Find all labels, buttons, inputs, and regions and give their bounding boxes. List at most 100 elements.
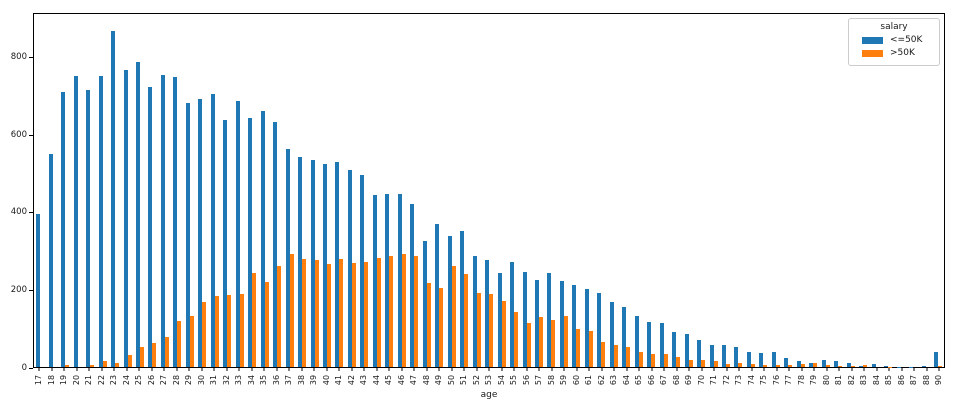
x-tick-label-58: 58 bbox=[546, 374, 556, 386]
bar-le50k-age-22 bbox=[98, 75, 103, 367]
x-tick-mark bbox=[838, 368, 840, 371]
x-tick-label-65: 65 bbox=[634, 374, 644, 386]
x-tick-mark bbox=[901, 368, 903, 371]
x-tick-mark bbox=[788, 368, 790, 371]
bar-group-age-60 bbox=[570, 14, 582, 367]
x-tick-cell-44: 44 bbox=[371, 368, 384, 396]
bar-group-age-38 bbox=[296, 14, 308, 367]
x-tick-cell-49: 49 bbox=[433, 368, 446, 396]
bar-gt50k-age-21 bbox=[90, 365, 95, 367]
x-tick-label-38: 38 bbox=[296, 374, 306, 386]
x-tick-cell-24: 24 bbox=[121, 368, 134, 396]
x-tick-label-32: 32 bbox=[221, 374, 231, 386]
bar-group-age-72 bbox=[720, 14, 732, 367]
x-tick-label-78: 78 bbox=[796, 374, 806, 386]
bar-group-age-23 bbox=[109, 14, 121, 367]
x-tick-label-74: 74 bbox=[746, 374, 756, 386]
x-tick-cell-77: 77 bbox=[783, 368, 796, 396]
x-tick-cell-33: 33 bbox=[233, 368, 246, 396]
x-tick-cell-59: 59 bbox=[558, 368, 571, 396]
x-tick-mark bbox=[363, 368, 365, 371]
y-tick-label-0: 0 bbox=[21, 363, 27, 373]
bar-group-age-76 bbox=[770, 14, 782, 367]
x-tick-mark bbox=[688, 368, 690, 371]
x-tick-cell-56: 56 bbox=[521, 368, 534, 396]
bar-le50k-age-82 bbox=[846, 363, 851, 367]
x-tick-mark bbox=[76, 368, 78, 371]
bar-gt50k-age-60 bbox=[576, 328, 581, 367]
x-tick-mark bbox=[138, 368, 140, 371]
bar-group-age-32 bbox=[221, 14, 233, 367]
x-tick-label-24: 24 bbox=[121, 374, 131, 386]
bar-gt50k-age-19 bbox=[65, 365, 70, 367]
y-tick-label-400: 400 bbox=[10, 207, 27, 218]
x-tick-label-86: 86 bbox=[896, 374, 906, 386]
x-tick-cell-29: 29 bbox=[183, 368, 196, 396]
x-tick-mark bbox=[176, 368, 178, 371]
x-tick-cell-41: 41 bbox=[333, 368, 346, 396]
x-tick-label-35: 35 bbox=[259, 374, 269, 386]
bar-group-age-75 bbox=[757, 14, 769, 367]
bar-le50k-age-81 bbox=[834, 361, 839, 367]
bar-group-age-87 bbox=[907, 14, 919, 367]
x-tick-label-36: 36 bbox=[271, 374, 281, 386]
x-tick-label-30: 30 bbox=[196, 374, 206, 386]
bar-le50k-age-19 bbox=[61, 91, 66, 367]
x-tick-cell-84: 84 bbox=[871, 368, 884, 396]
y-tick-mark bbox=[29, 56, 33, 58]
x-tick-mark bbox=[938, 368, 940, 371]
bar-group-age-36 bbox=[271, 14, 283, 367]
x-tick-cell-64: 64 bbox=[621, 368, 634, 396]
x-tick-label-40: 40 bbox=[321, 374, 331, 386]
bar-le50k-age-63 bbox=[609, 302, 614, 367]
x-tick-label-55: 55 bbox=[509, 374, 519, 386]
bar-gt50k-age-23 bbox=[115, 362, 120, 367]
bar-le50k-age-61 bbox=[584, 288, 589, 367]
x-tick-cell-22: 22 bbox=[96, 368, 109, 396]
bar-group-age-74 bbox=[745, 14, 757, 367]
bar-group-age-82 bbox=[844, 14, 856, 367]
x-tick-mark bbox=[676, 368, 678, 371]
x-tick-mark bbox=[876, 368, 878, 371]
x-tick-mark bbox=[376, 368, 378, 371]
bar-group-age-51 bbox=[458, 14, 470, 367]
bar-le50k-age-18 bbox=[48, 154, 53, 367]
x-tick-cell-18: 18 bbox=[46, 368, 59, 396]
legend-swatch-gt50k bbox=[862, 49, 883, 57]
x-tick-mark bbox=[213, 368, 215, 371]
bar-group-age-79 bbox=[807, 14, 819, 367]
x-tick-mark bbox=[326, 368, 328, 371]
x-tick-label-57: 57 bbox=[534, 374, 544, 386]
x-tick-mark bbox=[201, 368, 203, 371]
bar-gt50k-age-39 bbox=[314, 259, 319, 367]
x-tick-mark bbox=[388, 368, 390, 371]
x-tick-cell-61: 61 bbox=[583, 368, 596, 396]
bar-le50k-age-78 bbox=[796, 361, 801, 367]
bar-gt50k-age-83 bbox=[863, 365, 868, 367]
bar-group-age-86 bbox=[894, 14, 906, 367]
bar-group-age-67 bbox=[657, 14, 669, 367]
x-tick-label-56: 56 bbox=[521, 374, 531, 386]
x-tick-mark bbox=[638, 368, 640, 371]
x-tick-mark bbox=[626, 368, 628, 371]
bar-group-age-41 bbox=[333, 14, 345, 367]
bar-group-age-50 bbox=[445, 14, 457, 367]
x-tick-label-82: 82 bbox=[846, 374, 856, 386]
bar-gt50k-age-35 bbox=[264, 282, 269, 367]
bar-le50k-age-27 bbox=[160, 74, 165, 367]
x-tick-cell-70: 70 bbox=[696, 368, 709, 396]
bar-le50k-age-79 bbox=[809, 362, 814, 367]
bar-group-age-34 bbox=[246, 14, 258, 367]
x-tick-label-79: 79 bbox=[809, 374, 819, 386]
x-tick-cell-68: 68 bbox=[671, 368, 684, 396]
bar-gt50k-age-64 bbox=[626, 347, 631, 367]
bar-gt50k-age-70 bbox=[701, 359, 706, 367]
x-tick-cell-32: 32 bbox=[221, 368, 234, 396]
bar-le50k-age-38 bbox=[298, 157, 303, 367]
bar-le50k-age-58 bbox=[547, 273, 552, 367]
bar-gt50k-age-82 bbox=[850, 366, 855, 367]
bar-le50k-age-60 bbox=[572, 285, 577, 367]
x-tick-label-69: 69 bbox=[684, 374, 694, 386]
x-tick-mark bbox=[413, 368, 415, 371]
bar-gt50k-age-48 bbox=[426, 283, 431, 367]
